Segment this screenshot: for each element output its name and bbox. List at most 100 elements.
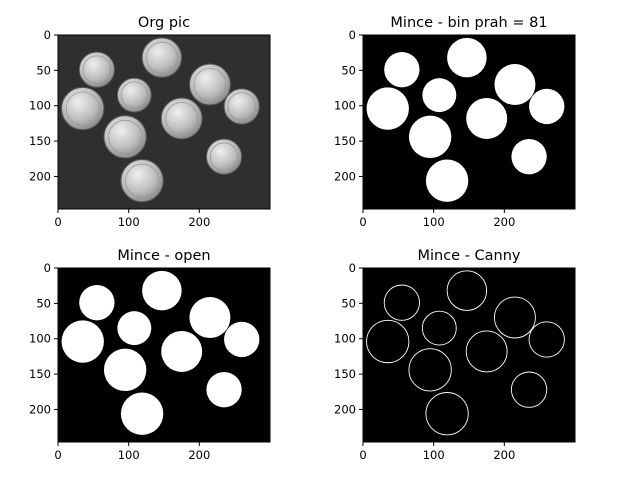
x-tick-label: 200 xyxy=(188,448,210,462)
coin-2-edge xyxy=(446,270,488,311)
image-org-pic xyxy=(61,37,260,203)
coin-1-rim xyxy=(82,55,112,84)
coin-1 xyxy=(384,51,420,88)
coin-6-rim xyxy=(65,91,100,126)
coin-9 xyxy=(205,138,243,175)
y-tick-label: 0 xyxy=(44,28,51,42)
coin-9-rim xyxy=(209,142,239,171)
y-tick-label: 50 xyxy=(36,63,51,77)
y-tick-label: 150 xyxy=(334,367,356,381)
subplot-open: Mince - open 0 100 200 0 50 100 150 200 xyxy=(29,248,271,462)
coin-9 xyxy=(206,371,242,408)
coin-6-edge xyxy=(366,319,410,364)
subplot-bin: Mince - bin prah = 81 0 100 200 0 50 100 150 200 xyxy=(334,15,576,229)
y-tick-label: 0 xyxy=(349,261,356,275)
coin-7 xyxy=(160,97,203,140)
y-tick-label: 100 xyxy=(334,99,356,113)
subplot-title-org-pic: Org pic xyxy=(138,15,190,31)
axes-frame-open xyxy=(57,267,271,443)
subplot-title-canny: Mince - Canny xyxy=(417,248,520,264)
x-tick-label: 100 xyxy=(423,448,445,462)
coin-8 xyxy=(103,115,147,159)
subplot-title-open: Mince - open xyxy=(117,248,210,264)
coin-5 xyxy=(529,88,565,125)
coin-6 xyxy=(61,320,104,363)
coin-2 xyxy=(142,270,182,311)
coin-10-edge xyxy=(425,392,469,436)
y-tick-label: 50 xyxy=(36,296,51,310)
y-tick-label: 150 xyxy=(334,134,356,148)
x-tick-label: 0 xyxy=(359,448,366,462)
coin-7 xyxy=(466,97,508,139)
subplot-title-bin: Mince - bin prah = 81 xyxy=(390,15,547,31)
y-tick-label: 0 xyxy=(349,28,356,42)
coin-5 xyxy=(223,88,260,125)
coin-8 xyxy=(103,348,147,392)
coin-6 xyxy=(366,87,409,130)
coin-9-edge xyxy=(510,371,548,408)
y-tick-label: 200 xyxy=(334,402,356,416)
coin-2 xyxy=(447,37,487,78)
y-tick-label: 150 xyxy=(29,367,51,381)
coin-4 xyxy=(188,63,231,106)
x-tick-label: 0 xyxy=(359,215,366,229)
coin-10 xyxy=(120,392,164,435)
subplot-org-pic: Org pic 0 100 200 0 50 100 150 200 xyxy=(29,15,271,229)
coin-1-edge xyxy=(383,284,420,321)
coin-8 xyxy=(408,115,452,159)
coin-9 xyxy=(511,138,547,175)
coin-7-rim xyxy=(165,102,199,135)
axes-frame-canny xyxy=(362,267,576,443)
x-tick-label: 100 xyxy=(118,448,140,462)
coin-4 xyxy=(494,64,536,106)
x-tick-label: 100 xyxy=(118,215,140,229)
image-background-canny xyxy=(363,268,575,442)
coin-7-edge xyxy=(465,330,508,373)
coin-3 xyxy=(117,311,152,346)
coin-4 xyxy=(189,297,231,339)
y-tick-label: 150 xyxy=(29,134,51,148)
coin-1 xyxy=(78,51,116,88)
coin-5-edge xyxy=(528,321,565,358)
coin-3-edge xyxy=(421,310,457,346)
x-tick-label: 0 xyxy=(54,448,61,462)
x-tick-label: 100 xyxy=(423,215,445,229)
y-tick-label: 0 xyxy=(44,261,51,275)
y-tick-label: 200 xyxy=(29,169,51,183)
x-tick-label: 200 xyxy=(188,215,210,229)
coin-3 xyxy=(116,77,152,113)
y-tick-label: 50 xyxy=(341,63,356,77)
x-tick-label: 0 xyxy=(54,215,61,229)
coin-8-rim xyxy=(108,119,143,154)
coin-10 xyxy=(120,159,164,203)
coin-7 xyxy=(161,330,203,372)
coin-2-rim xyxy=(146,41,178,74)
image-bin xyxy=(366,37,565,202)
y-tick-label: 100 xyxy=(334,332,356,346)
y-tick-label: 200 xyxy=(29,402,51,416)
coin-1 xyxy=(79,284,115,321)
coin-4-edge xyxy=(493,296,536,339)
coin-10 xyxy=(425,159,469,202)
y-tick-label: 50 xyxy=(341,296,356,310)
coin-4-rim xyxy=(193,68,227,101)
coin-10-rim xyxy=(125,163,160,198)
coin-6 xyxy=(61,86,105,131)
coin-3-rim xyxy=(120,81,148,109)
axes-frame-org-pic xyxy=(57,34,271,210)
coin-3 xyxy=(422,78,457,113)
y-tick-label: 100 xyxy=(29,332,51,346)
image-canny xyxy=(366,270,565,436)
coin-5-rim xyxy=(227,92,256,121)
coin-2 xyxy=(141,37,183,78)
image-open xyxy=(61,270,260,435)
y-tick-label: 200 xyxy=(334,169,356,183)
x-tick-label: 200 xyxy=(493,448,515,462)
subplot-canny: Mince - Canny 0 100 200 0 50 100 150 200 xyxy=(334,248,576,462)
coin-8-edge xyxy=(408,348,452,392)
x-tick-label: 200 xyxy=(493,215,515,229)
coin-5 xyxy=(224,321,260,358)
y-tick-label: 100 xyxy=(29,99,51,113)
axes-frame-bin xyxy=(362,34,576,210)
